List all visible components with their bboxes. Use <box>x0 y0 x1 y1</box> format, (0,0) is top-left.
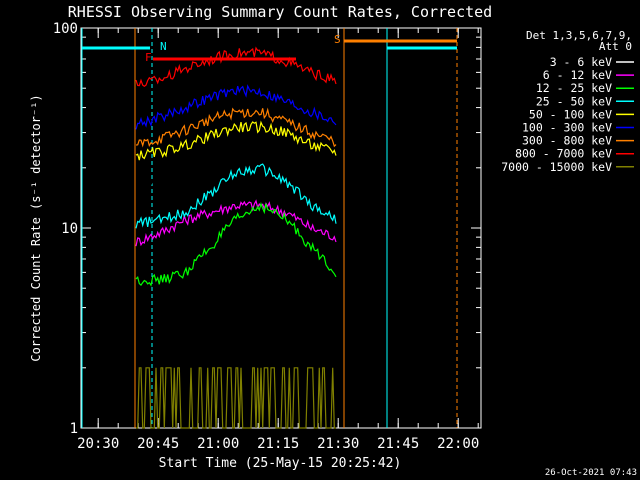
legend-entry-label: 300 - 800 keV <box>522 134 612 148</box>
series-line-8 <box>136 367 336 429</box>
flag-label-s: S <box>334 33 341 46</box>
legend-header-line: Det 1,3,5,6,7,9, <box>526 29 632 42</box>
legend-header-line: Att 0 <box>599 40 632 53</box>
legend-entry-label: 12 - 25 keV <box>536 81 612 95</box>
x-tick-label: 21:30 <box>317 436 359 452</box>
x-tick-label: 21:00 <box>197 436 239 452</box>
series-line-4 <box>135 120 337 161</box>
legend-entry-label: 50 - 100 keV <box>529 107 612 121</box>
chart-title: RHESSI Observing Summary Count Rates, Co… <box>68 3 492 21</box>
x-axis-label: Start Time (25-May-15 20:25:42) <box>159 456 402 471</box>
legend-entry-label: 25 - 50 keV <box>536 94 612 108</box>
flag-label-n: N <box>160 40 167 53</box>
series-line-7 <box>135 46 337 88</box>
legend-entry-label: 3 - 6 keV <box>550 55 612 69</box>
y-tick-label: 100 <box>53 21 78 37</box>
legend-entry-label: 800 - 7000 keV <box>515 147 612 161</box>
x-tick-label: 21:45 <box>377 436 419 452</box>
y-tick-label: 1 <box>70 421 78 437</box>
series-line-2 <box>135 201 337 287</box>
x-tick-label: 20:45 <box>137 436 179 452</box>
x-tick-label: 22:00 <box>437 436 479 452</box>
series-line-3 <box>135 163 337 229</box>
y-tick-label: 10 <box>61 221 78 237</box>
timestamp: 26-Oct-2021 07:43 <box>545 468 637 478</box>
legend-entry-label: 6 - 12 keV <box>543 68 612 82</box>
legend-entry-label: 7000 - 15000 keV <box>501 160 612 174</box>
x-tick-label: 21:15 <box>257 436 299 452</box>
series-line-5 <box>135 84 337 130</box>
series-line-6 <box>135 107 337 148</box>
series-line-1 <box>135 199 337 247</box>
flag-label-f: F <box>145 51 152 64</box>
x-tick-label: 20:30 <box>77 436 119 452</box>
y-axis-label: Corrected Count Rate (s⁻¹ detector⁻¹) <box>29 94 43 361</box>
series-line-0 <box>135 143 337 195</box>
legend-entry-label: 100 - 300 keV <box>522 121 612 135</box>
